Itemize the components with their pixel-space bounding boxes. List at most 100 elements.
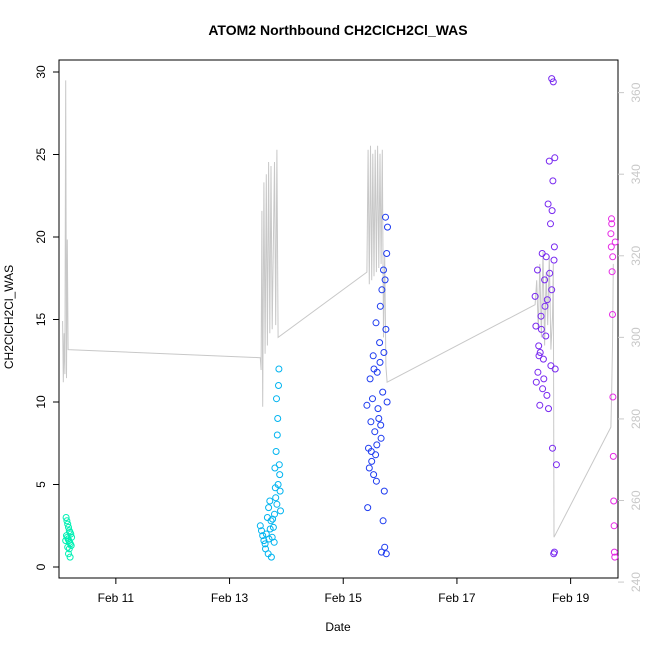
data-point [273,395,280,403]
data-point [551,154,559,162]
data-point [534,368,542,376]
data-point [545,405,552,413]
data-point [256,522,264,530]
y-tick-label: 10 [34,395,48,409]
data-point [383,398,391,406]
data-point [372,319,380,327]
data-point [368,457,376,465]
data-point [538,250,546,257]
data-point [382,550,390,558]
data-point [275,382,282,389]
data-point [267,517,275,525]
data-point [382,325,390,333]
data-point [539,385,547,393]
data-point [379,388,387,396]
y-axis-left: 0 5 10 15 20 25 30 [34,65,59,570]
y2-tick-label: 320 [629,245,643,265]
data-point [276,487,284,495]
data-point [381,276,389,284]
data-point [275,365,283,373]
data-point [608,268,616,276]
data-point [537,312,545,320]
chart-title: ATOM2 Northbound CH2ClCH2Cl_WAS [208,22,467,38]
data-point [536,349,544,356]
data-point [63,517,71,525]
data-point [380,349,388,356]
data-point [532,378,540,386]
data-point [535,352,543,360]
data-point [270,538,278,546]
data-point [540,375,548,383]
data-point [543,296,551,304]
data-point [609,452,617,460]
data-point [610,497,618,505]
data-point [65,550,72,558]
data-point [367,418,375,426]
x-tick-label: Feb 17 [438,591,476,605]
y-axis-label: CH2ClCH2Cl_WAS [2,265,16,369]
data-point [531,292,539,300]
data-point [266,525,274,533]
data-point [539,355,547,363]
data-point [377,421,385,429]
data-point [541,302,549,310]
data-point [269,515,277,523]
data-point [371,428,379,436]
data-point [608,220,616,228]
data-point [366,375,374,383]
y-tick-label: 0 [34,563,48,570]
data-point [552,461,560,469]
data-point [550,548,558,556]
x-axis-label: Date [325,620,351,634]
data-point [375,415,383,422]
data-point [547,362,555,370]
y2-tick-label: 360 [629,82,643,102]
data-point [548,286,556,294]
y2-tick-label: 340 [629,164,643,184]
data-point [367,448,375,455]
data-point [381,543,389,551]
data-point [363,401,371,409]
data-point [611,238,619,246]
data-point [543,391,551,399]
data-point [534,266,541,274]
data-point [68,533,76,541]
plot-frame [58,59,619,579]
data-point [267,553,275,561]
data-point [272,494,280,502]
data-point [542,253,550,261]
data-point [380,266,387,274]
data-point [384,223,391,231]
data-point [277,507,284,515]
data-point [266,497,274,505]
data-point [261,540,269,548]
data-point [372,451,380,459]
data-point [67,542,75,549]
data-point [271,464,279,472]
data-point [610,522,618,530]
data-point [273,431,281,439]
data-point [378,548,385,556]
data-point [611,553,619,561]
data-point [550,243,558,251]
data-point [275,461,283,469]
x-tick-label: Feb 11 [98,591,135,605]
data-point [66,553,74,561]
y-tick-label: 20 [34,230,48,244]
data-point [373,368,381,376]
data-point [607,243,615,251]
data-point [380,487,388,495]
data-point [609,311,616,318]
data-point [535,342,543,350]
data-point [64,543,72,551]
data-point [548,207,556,215]
data-point [541,276,549,284]
data-point [65,545,73,553]
data-point [379,517,387,525]
data-point [272,448,280,455]
data-point [374,405,382,413]
y-axis-right: 240 260 280 300 320 340 360 [618,82,643,592]
y2-tick-label: 240 [629,572,643,592]
data-point [545,157,553,165]
data-point [62,514,70,521]
